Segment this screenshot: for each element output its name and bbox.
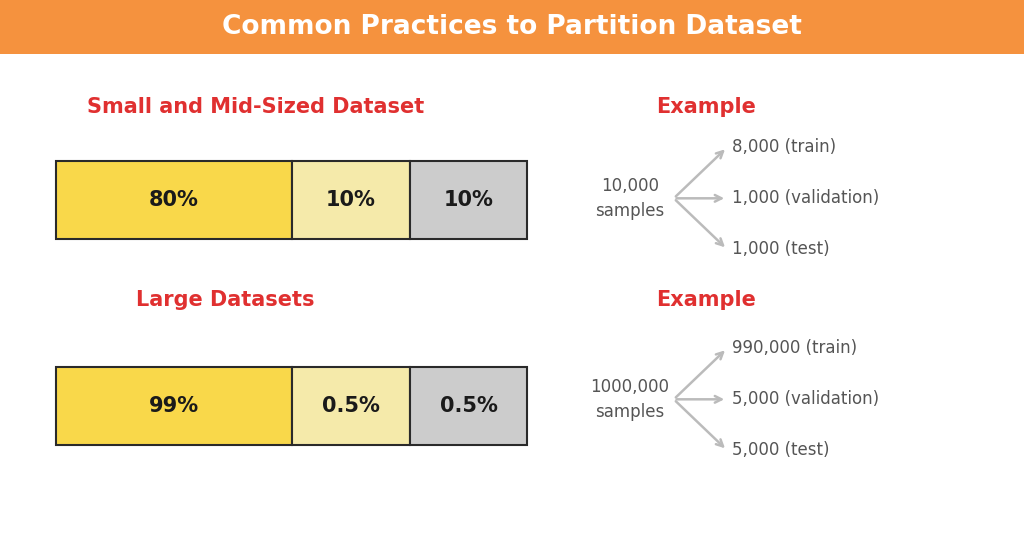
Text: 8,000 (train): 8,000 (train) xyxy=(732,138,837,157)
Text: 5,000 (validation): 5,000 (validation) xyxy=(732,390,880,408)
Text: Small and Mid-Sized Dataset: Small and Mid-Sized Dataset xyxy=(87,97,425,117)
Text: 10%: 10% xyxy=(326,190,376,210)
Text: 0.5%: 0.5% xyxy=(439,396,498,416)
Text: Common Practices to Partition Dataset: Common Practices to Partition Dataset xyxy=(222,14,802,40)
Text: 80%: 80% xyxy=(150,190,199,210)
Text: 5,000 (test): 5,000 (test) xyxy=(732,441,829,459)
Bar xyxy=(56,367,292,445)
Bar xyxy=(410,367,527,445)
Text: Example: Example xyxy=(656,290,757,310)
Text: 1000,000
samples: 1000,000 samples xyxy=(590,378,670,421)
Text: 0.5%: 0.5% xyxy=(322,396,380,416)
Text: Large Datasets: Large Datasets xyxy=(136,290,314,310)
Bar xyxy=(56,161,292,239)
Text: 10%: 10% xyxy=(443,190,494,210)
Bar xyxy=(292,161,410,239)
Bar xyxy=(0,0,1024,54)
Text: 1,000 (validation): 1,000 (validation) xyxy=(732,189,880,207)
Text: 990,000 (train): 990,000 (train) xyxy=(732,339,857,358)
Text: 1,000 (test): 1,000 (test) xyxy=(732,240,829,258)
Bar xyxy=(292,367,410,445)
Bar xyxy=(410,161,527,239)
Text: 99%: 99% xyxy=(150,396,199,416)
Text: Example: Example xyxy=(656,97,757,117)
Text: 10,000
samples: 10,000 samples xyxy=(595,177,665,220)
